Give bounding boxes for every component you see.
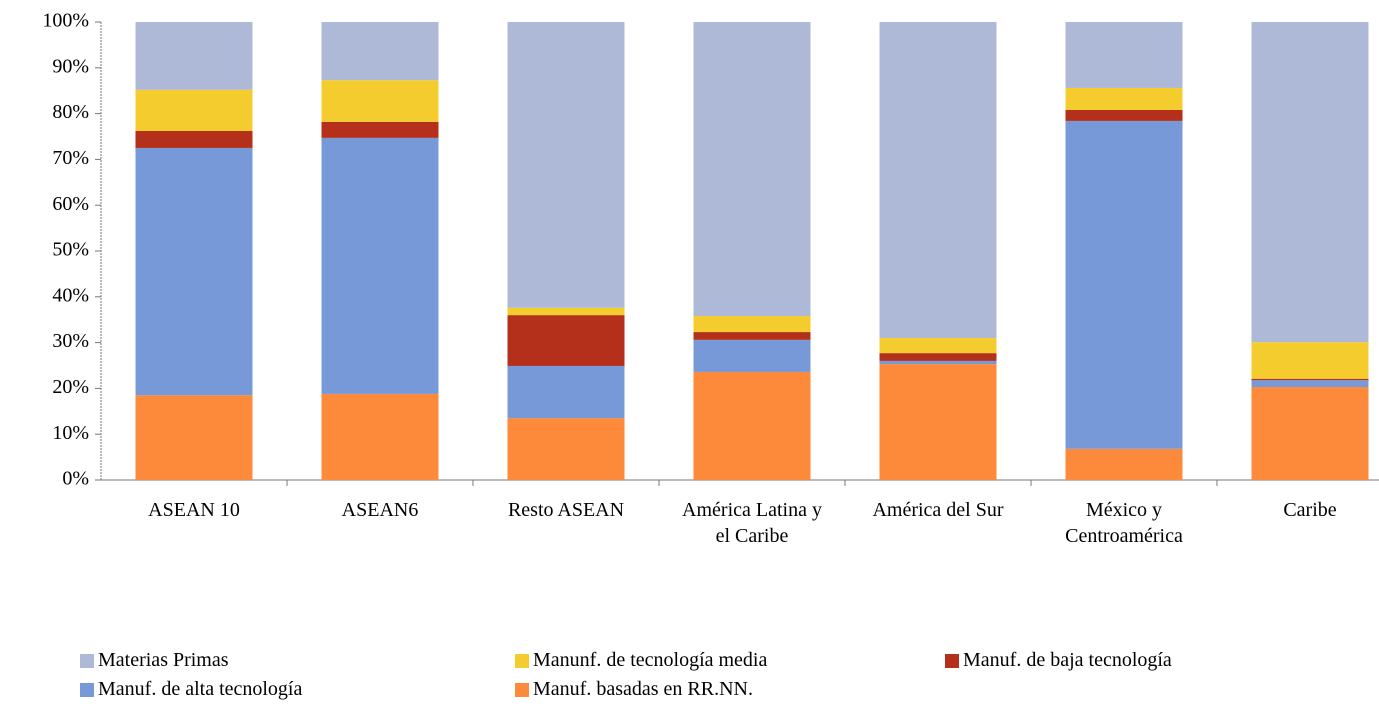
- bar-segment: [507, 307, 625, 316]
- bar-segment: [135, 395, 253, 480]
- bar-segment: [879, 353, 997, 361]
- bar-segment: [507, 418, 625, 480]
- legend-swatch: [80, 653, 94, 668]
- x-tick-label: ASEAN 10: [148, 499, 240, 521]
- bar-segment: [321, 393, 439, 480]
- bar-segment: [879, 360, 997, 365]
- y-tick-label: 10%: [52, 422, 89, 444]
- legend-swatch: [515, 653, 529, 668]
- x-tick-label: América Latina y el Caribe: [682, 499, 822, 547]
- legend-item: Manuf. basadas en RR.NN.: [515, 678, 753, 701]
- legend-label: Manuf. basadas en RR.NN.: [533, 678, 753, 700]
- x-tick-label: América del Sur: [872, 499, 1004, 521]
- y-tick-label: 20%: [52, 376, 89, 398]
- bar-segment: [1065, 22, 1183, 88]
- y-tick-label: 70%: [52, 147, 89, 169]
- bar-segment: [135, 131, 253, 148]
- bar-segment: [321, 22, 439, 81]
- bar-segment: [1251, 378, 1369, 381]
- y-tick-label: 30%: [52, 330, 89, 352]
- bar-segment: [321, 121, 439, 138]
- y-tick-label: 100%: [42, 10, 89, 32]
- bar-segment: [693, 371, 811, 480]
- bar-segment: [1065, 448, 1183, 480]
- bar-segment: [693, 22, 811, 317]
- bar-segment: [1065, 109, 1183, 121]
- legend-label: Materias Primas: [98, 649, 229, 671]
- bar-segment: [1251, 380, 1369, 388]
- legend-swatch: [515, 682, 529, 697]
- y-tick-label: 0%: [62, 468, 89, 490]
- x-tick-label: Caribe: [1283, 499, 1337, 521]
- y-tick-label: 40%: [52, 284, 89, 306]
- legend-swatch: [80, 682, 94, 697]
- bar-segment: [1065, 87, 1183, 110]
- bar-segment: [879, 338, 997, 354]
- legend-swatch: [945, 653, 959, 668]
- bar-segment: [1065, 120, 1183, 449]
- x-tick-label: ASEAN6: [341, 499, 419, 521]
- bar-segment: [507, 365, 625, 419]
- y-tick-label: 80%: [52, 101, 89, 123]
- x-tick-label: México y Centroamérica: [1065, 499, 1183, 547]
- bar-segment: [135, 147, 253, 396]
- legend-label: Manuf. de alta tecnología: [98, 678, 303, 700]
- bar-segment: [135, 22, 253, 90]
- bar-segment: [693, 332, 811, 340]
- y-tick-label: 50%: [52, 239, 89, 261]
- bar-segment: [1251, 342, 1369, 379]
- legend-item: Manuf. de alta tecnología: [80, 678, 302, 701]
- legend-label: Manunf. de tecnología media: [533, 649, 768, 671]
- bar-segment: [321, 137, 439, 394]
- legend-item: Manuf. de baja tecnología: [945, 649, 1172, 672]
- bar-segment: [1251, 387, 1369, 480]
- bar-segment: [321, 80, 439, 122]
- bar-segment: [879, 364, 997, 480]
- x-tick-label: Resto ASEAN: [507, 499, 625, 521]
- bar-segment: [879, 22, 997, 339]
- bar-segment: [135, 89, 253, 132]
- legend-label: Manuf. de baja tecnología: [963, 649, 1172, 671]
- bar-segment: [507, 315, 625, 366]
- y-tick-label: 90%: [52, 55, 89, 77]
- legend-item: Manunf. de tecnología media: [515, 649, 767, 672]
- bar-segment: [1251, 22, 1369, 343]
- bar-segment: [693, 339, 811, 372]
- y-tick-label: 60%: [52, 193, 89, 215]
- bar-segment: [507, 22, 625, 308]
- bar-segment: [693, 316, 811, 333]
- legend-item: Materias Primas: [80, 649, 229, 672]
